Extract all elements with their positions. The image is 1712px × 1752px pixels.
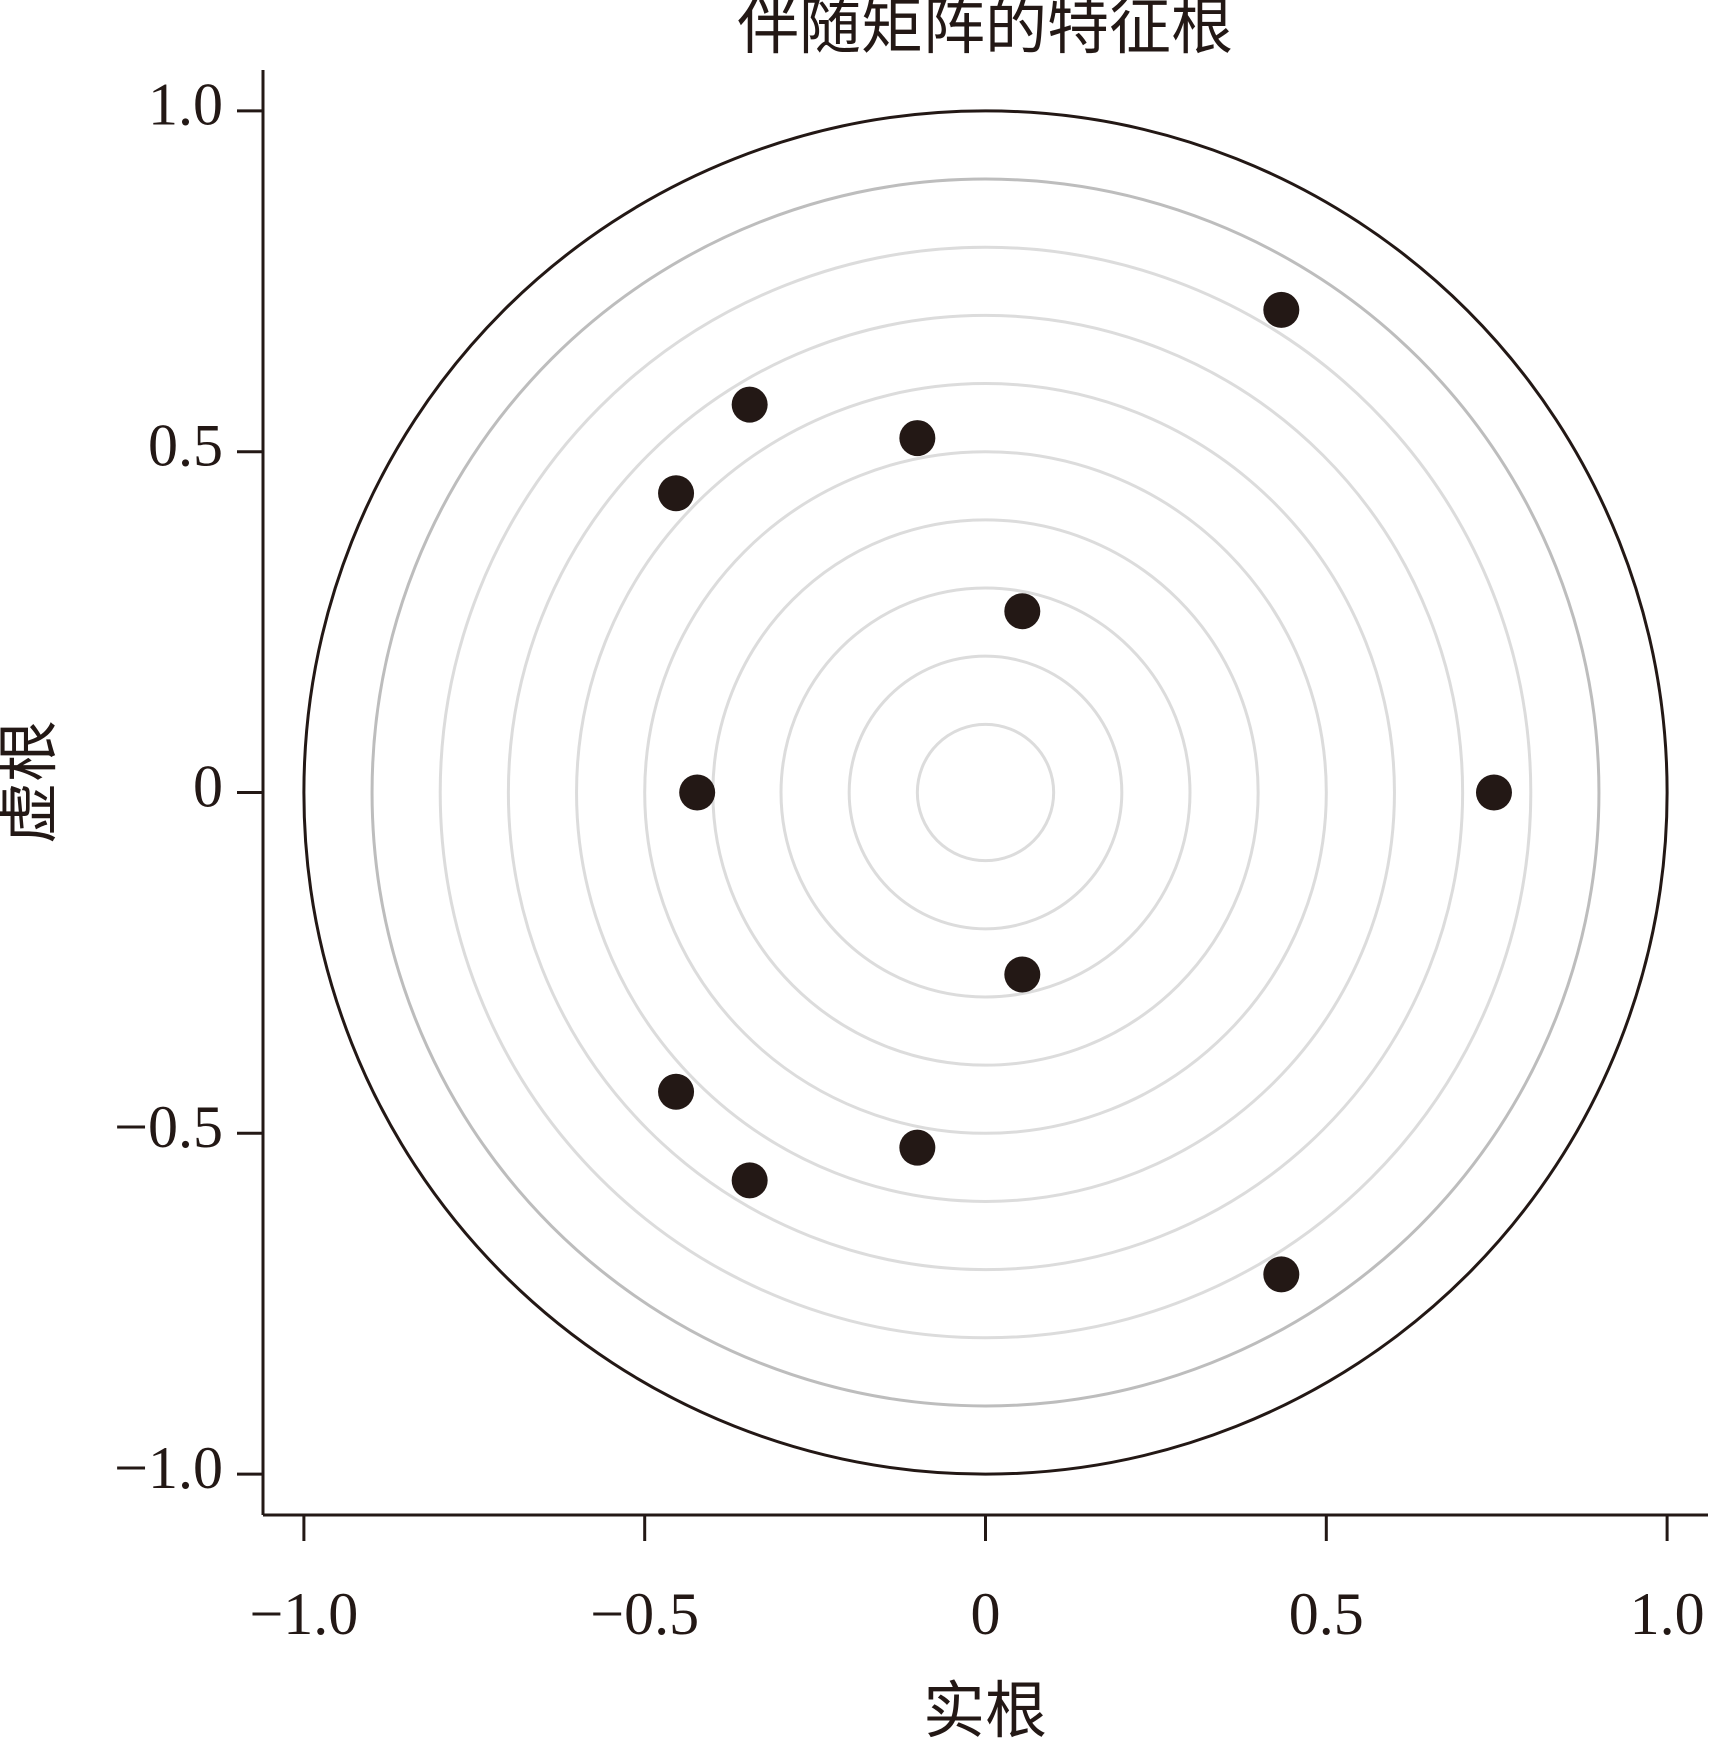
- reference-circle: [711, 518, 1260, 1067]
- reference-circle: [643, 450, 1328, 1135]
- point: [1004, 593, 1041, 630]
- y-tick-label: 0: [193, 753, 223, 819]
- point: [899, 1129, 936, 1166]
- point: [731, 1162, 768, 1199]
- y-tick-label: 0.5: [148, 412, 223, 478]
- x-tick-label: 0: [971, 1581, 1001, 1647]
- reference-circle: [438, 245, 1533, 1340]
- point: [1263, 1256, 1300, 1293]
- x-tick-label: 1.0: [1630, 1581, 1705, 1647]
- point: [1004, 956, 1041, 993]
- point: [1475, 774, 1512, 811]
- reference-circle: [370, 177, 1601, 1408]
- reference-circle: [302, 109, 1669, 1476]
- y-tick-label: −0.5: [114, 1094, 223, 1160]
- reference-circle: [779, 586, 1192, 999]
- reference-circle: [847, 654, 1124, 931]
- x-tick-label: −1.0: [249, 1581, 358, 1647]
- reference-circle: [506, 313, 1465, 1272]
- x-axis-label: 实根: [923, 1678, 1047, 1746]
- point: [658, 475, 695, 512]
- point: [731, 386, 768, 423]
- x-tick-label: −0.5: [590, 1581, 699, 1647]
- point: [679, 774, 716, 811]
- reference-circle: [915, 722, 1056, 863]
- point: [658, 1073, 695, 1110]
- y-axis-label: 虚根: [0, 720, 64, 844]
- x-tick-label: 0.5: [1289, 1581, 1364, 1647]
- y-tick-label: −1.0: [114, 1435, 223, 1501]
- reference-circle: [575, 382, 1396, 1203]
- point: [899, 420, 936, 457]
- point: [1263, 291, 1300, 328]
- chart-title: 伴随矩阵的特征根: [737, 0, 1233, 62]
- y-tick-label: 1.0: [148, 72, 223, 138]
